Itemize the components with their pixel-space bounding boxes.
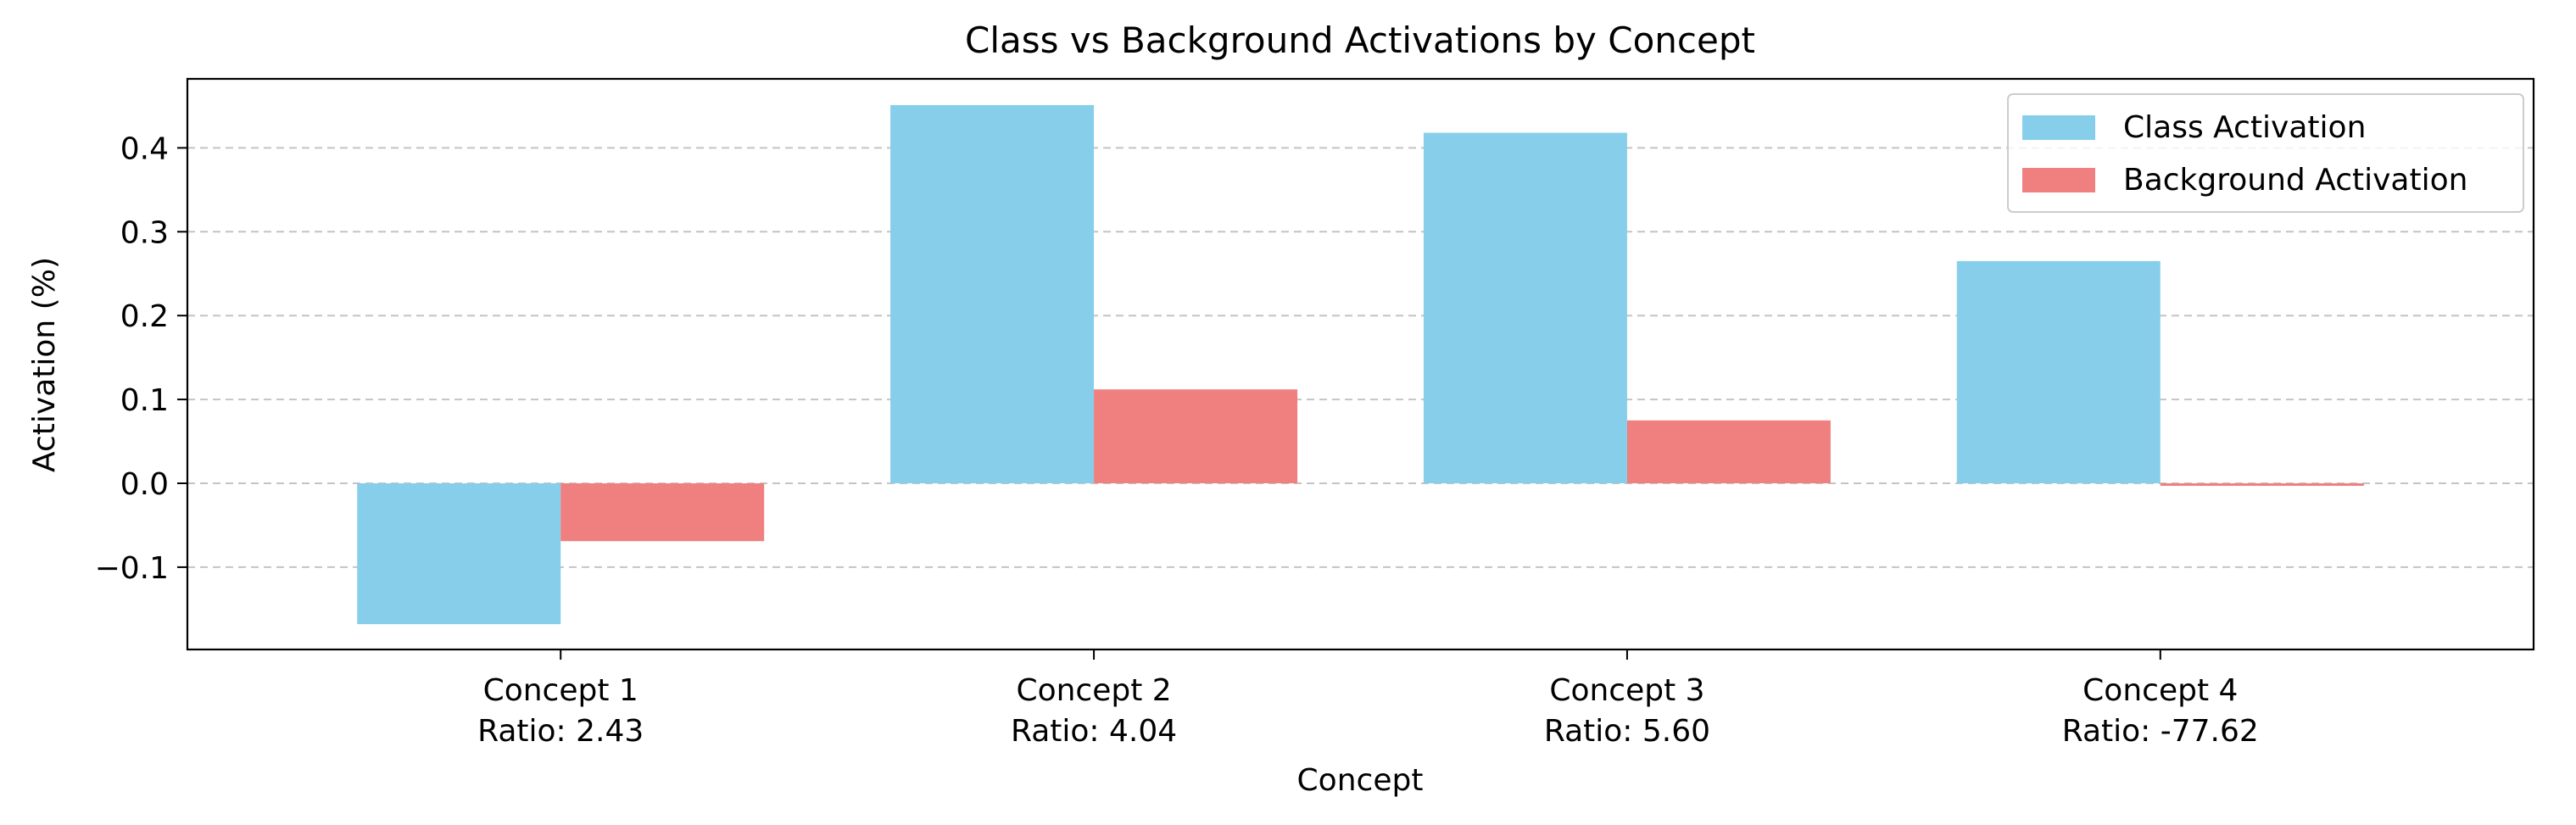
y-tick-label: 0.4 — [120, 131, 169, 166]
legend-swatch-class-activation — [2022, 115, 2095, 140]
legend-label-class-activation: Class Activation — [2123, 110, 2366, 145]
grid-lines — [187, 147, 2534, 568]
legend: Class Activation Background Activation — [2007, 93, 2524, 213]
x-tick-label-concept: Concept 4 — [2083, 673, 2238, 708]
x-tick-label-ratio: Ratio: 5.60 — [1544, 714, 1710, 749]
y-tick-label: 0.0 — [120, 467, 169, 502]
x-tick-label-ratio: Ratio: -77.62 — [2062, 714, 2259, 749]
chart-title: Class vs Background Activations by Conce… — [965, 20, 1755, 61]
x-tick-label-concept: Concept 1 — [483, 673, 638, 708]
legend-label-background-activation: Background Activation — [2123, 163, 2467, 198]
bars — [357, 104, 2364, 625]
x-tick-label-ratio: Ratio: 2.43 — [477, 714, 644, 749]
x-tick-label-concept: Concept 3 — [1549, 673, 1704, 708]
bar-class-concept-3 — [1423, 132, 1627, 483]
y-axis-label: Activation (%) — [27, 257, 62, 472]
bar-class-concept-2 — [890, 104, 1095, 483]
bar-background-concept-3 — [1626, 420, 1831, 483]
y-axis-ticks: −0.1 0.0 0.1 0.2 0.3 0.4 — [95, 131, 187, 586]
y-tick-label: 0.3 — [120, 215, 169, 250]
y-tick-label: −0.1 — [95, 551, 169, 586]
bar-background-concept-1 — [560, 483, 765, 542]
legend-box — [2007, 93, 2524, 213]
bar-background-concept-4 — [2160, 483, 2364, 486]
y-tick-label: 0.1 — [120, 383, 169, 418]
bar-class-concept-4 — [1956, 260, 2161, 483]
bar-class-concept-1 — [357, 483, 561, 625]
bar-background-concept-2 — [1094, 389, 1298, 483]
x-tick-label-concept: Concept 2 — [1016, 673, 1171, 708]
x-axis-label: Concept — [1297, 763, 1424, 798]
plot-frame — [186, 77, 2535, 651]
x-axis-ticks: Concept 1 Ratio: 2.43 Concept 2 Ratio: 4.04… — [477, 649, 2259, 749]
x-tick-label-ratio: Ratio: 4.04 — [1011, 714, 1177, 749]
y-tick-label: 0.2 — [120, 299, 169, 334]
legend-swatch-background-activation — [2022, 168, 2095, 192]
